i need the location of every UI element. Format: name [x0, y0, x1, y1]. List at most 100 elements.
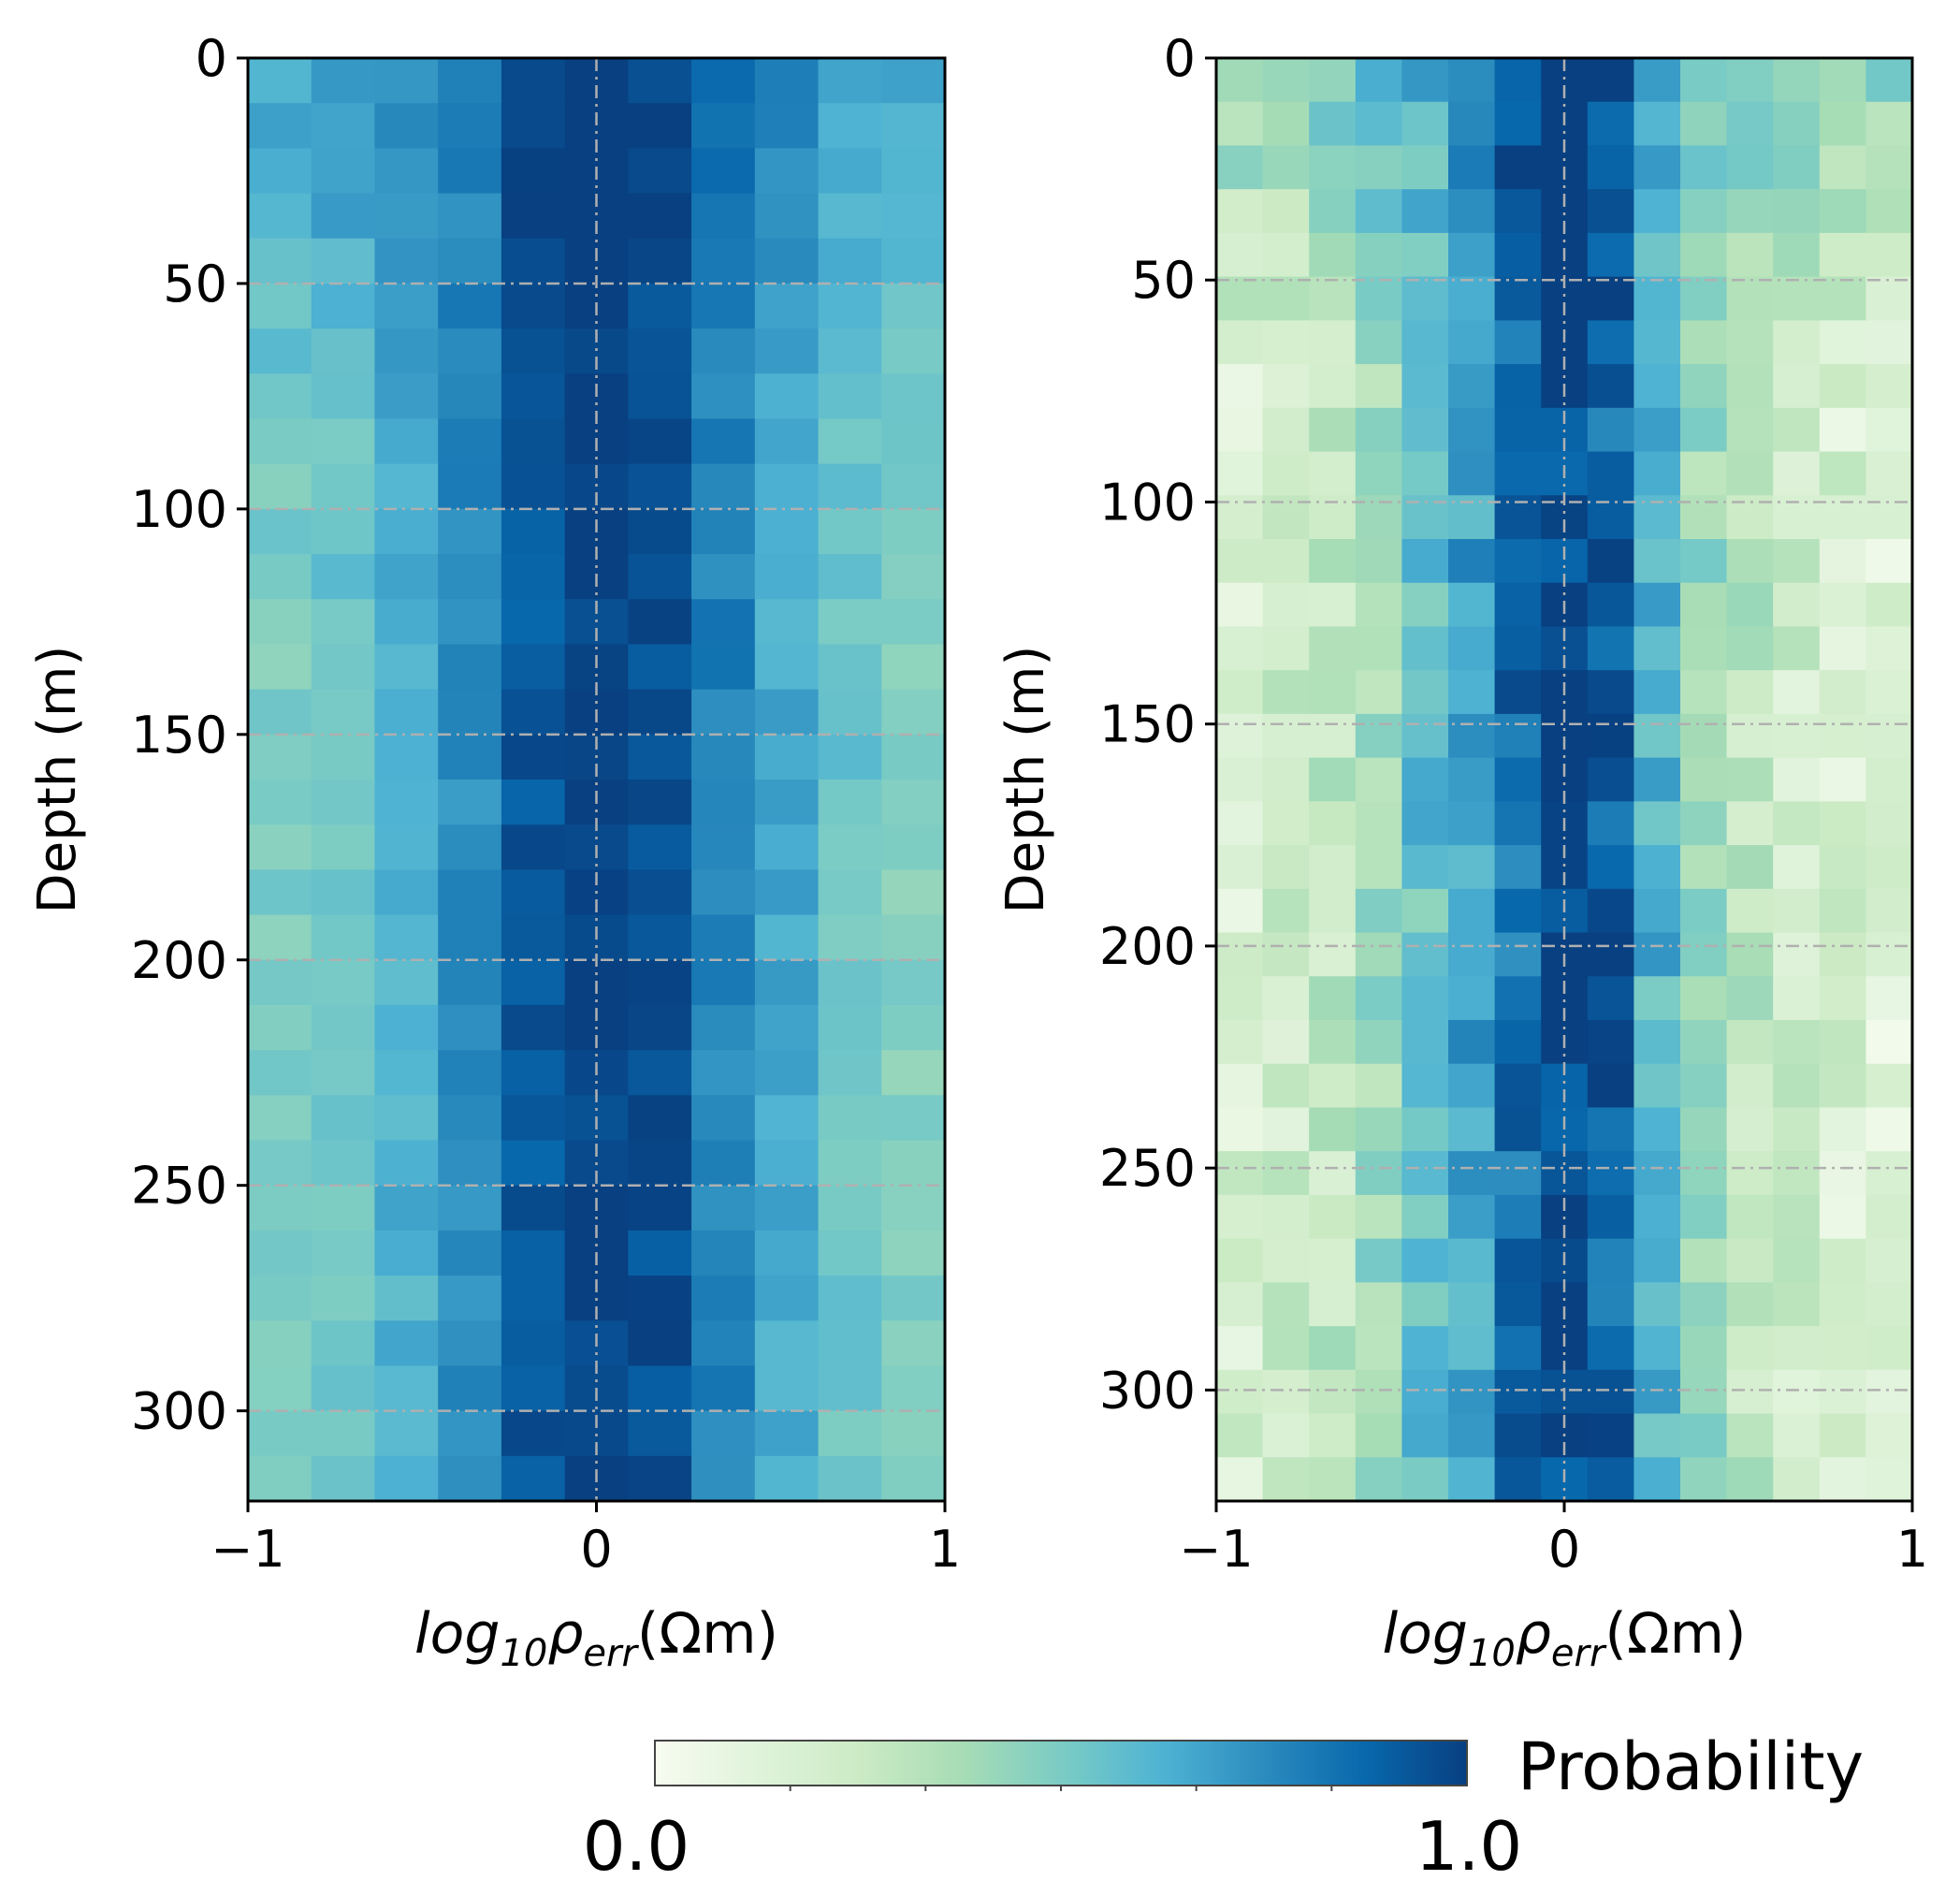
heatmap-cell	[1633, 1063, 1681, 1109]
heatmap-cell	[1494, 1151, 1542, 1196]
heatmap-cell	[501, 508, 566, 555]
heatmap-cell	[1494, 1413, 1542, 1458]
heatmap-cell	[374, 1230, 439, 1276]
heatmap-cell	[1216, 1238, 1264, 1283]
heatmap-cell	[691, 959, 756, 1006]
heatmap-cell	[881, 734, 946, 780]
heatmap-cell	[754, 1095, 820, 1142]
heatmap-cell	[1355, 976, 1402, 1021]
heatmap-cell	[1494, 1326, 1542, 1371]
heatmap-cell	[1309, 1238, 1357, 1283]
heatmap-cell	[754, 1050, 820, 1096]
heatmap-cell	[881, 644, 946, 691]
heatmap-cell	[1633, 539, 1681, 584]
heatmap-cell	[248, 1410, 312, 1457]
heatmap-cell	[501, 1365, 566, 1412]
heatmap-cell	[1448, 1326, 1496, 1371]
heatmap-cell	[1726, 451, 1774, 496]
y-tick-label: 50	[1131, 251, 1196, 310]
heatmap-cell	[374, 599, 439, 646]
heatmap-cell	[1680, 670, 1728, 715]
heatmap-cell	[438, 689, 502, 736]
heatmap-cell	[374, 780, 439, 825]
heatmap-cell	[438, 1230, 502, 1276]
heatmap-cell	[691, 869, 756, 916]
left-y-axis-label: Depth (m)	[27, 646, 88, 914]
heatmap-cell	[1494, 626, 1542, 671]
heatmap-cell	[818, 644, 882, 691]
heatmap-cell	[1448, 58, 1496, 103]
heatmap-cell	[628, 689, 692, 736]
heatmap-cell	[1494, 145, 1542, 190]
heatmap-cell	[628, 103, 692, 149]
heatmap-cell	[818, 1095, 882, 1142]
heatmap-cell	[248, 734, 312, 780]
colorbar-gradient	[654, 1740, 1468, 1786]
heatmap-cell	[1680, 845, 1728, 890]
heatmap-cell	[501, 869, 566, 916]
heatmap-cell	[1819, 539, 1866, 584]
heatmap-cell	[628, 1050, 692, 1096]
heatmap-cell	[501, 554, 566, 600]
heatmap-cell	[1262, 801, 1310, 846]
heatmap-cell	[881, 103, 946, 149]
heatmap-cell	[1355, 1194, 1402, 1240]
heatmap-cell	[754, 1140, 820, 1187]
heatmap-cell	[1494, 232, 1542, 278]
heatmap-cell	[1309, 189, 1357, 234]
heatmap-cell	[374, 418, 439, 465]
heatmap-cell	[1355, 1238, 1402, 1283]
heatmap-cell	[628, 869, 692, 916]
heatmap-cell	[1633, 757, 1681, 802]
heatmap-cell	[881, 1410, 946, 1457]
y-tick-label: 150	[131, 706, 227, 765]
heatmap-cell	[1448, 451, 1496, 496]
heatmap-cell	[1587, 845, 1634, 890]
colorbar-min-label: 0.0	[583, 1807, 690, 1886]
heatmap-cell	[248, 193, 312, 240]
heatmap-cell	[1262, 189, 1310, 234]
heatmap-cell	[1587, 364, 1634, 409]
heatmap-cell	[881, 373, 946, 420]
right-heatmap-panel: 0 50 100 150 200 250 300 −1 0 1 Depth (m) log10ρ…	[995, 29, 1928, 1675]
heatmap-cell	[628, 418, 692, 465]
heatmap-cell	[818, 1455, 882, 1502]
heatmap-cell	[1680, 801, 1728, 846]
heatmap-cell	[1587, 582, 1634, 628]
heatmap-cell	[881, 959, 946, 1006]
y-tick-label: 0	[196, 29, 227, 88]
heatmap-cell	[1587, 1063, 1634, 1109]
heatmap-cell	[1448, 626, 1496, 671]
heatmap-cell	[1633, 626, 1681, 671]
heatmap-cell	[311, 1320, 376, 1367]
heatmap-cell	[1216, 1107, 1264, 1152]
heatmap-cell	[501, 58, 566, 104]
heatmap-cell	[881, 1095, 946, 1142]
heatmap-cell	[881, 1365, 946, 1412]
heatmap-cell	[1401, 189, 1449, 234]
heatmap-cell	[1262, 1282, 1310, 1327]
heatmap-cell	[881, 869, 946, 916]
heatmap-cell	[1448, 1107, 1496, 1152]
heatmap-cell	[1355, 626, 1402, 671]
heatmap-cell	[1262, 1107, 1310, 1152]
heatmap-cell	[1448, 1194, 1496, 1240]
heatmap-cell	[691, 689, 756, 736]
heatmap-cell	[1262, 451, 1310, 496]
heatmap-cell	[1587, 58, 1634, 103]
heatmap-cell	[628, 644, 692, 691]
heatmap-cell	[1680, 276, 1728, 321]
heatmap-cell	[438, 418, 502, 465]
heatmap-cell	[628, 1230, 692, 1276]
heatmap-cell	[628, 780, 692, 825]
heatmap-cell	[248, 1185, 312, 1232]
heatmap-cell	[248, 1140, 312, 1187]
heatmap-cell	[248, 644, 312, 691]
heatmap-cell	[501, 1230, 566, 1276]
heatmap-cell	[1309, 539, 1357, 584]
heatmap-cell	[1216, 845, 1264, 890]
heatmap-cell	[374, 1185, 439, 1232]
heatmap-cell	[1819, 1063, 1866, 1109]
heatmap-cell	[1773, 407, 1821, 453]
heatmap-cell	[1309, 407, 1357, 453]
